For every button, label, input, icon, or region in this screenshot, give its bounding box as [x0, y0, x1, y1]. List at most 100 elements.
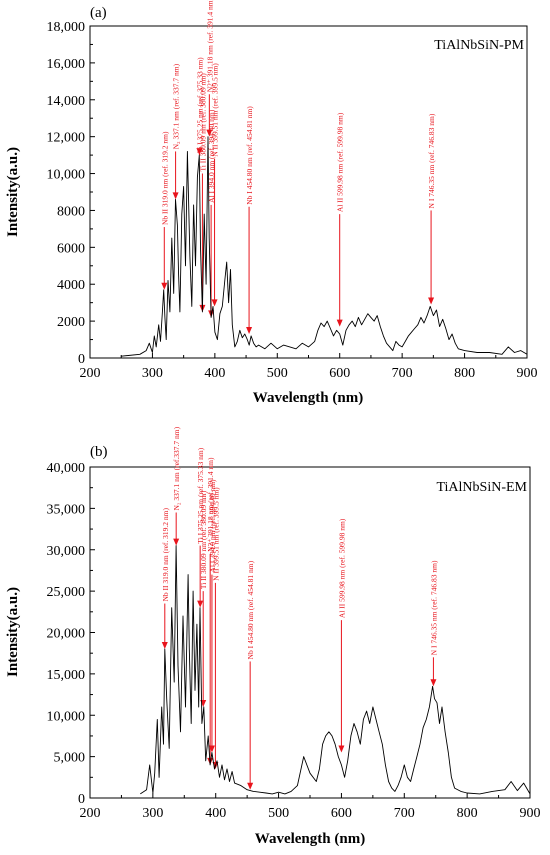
panel-a-y-tick-label: 16,000	[47, 57, 86, 72]
panel-a-y-tick-label: 0	[78, 352, 85, 367]
panel-a-y-tick-label: 6000	[57, 241, 85, 256]
panel-b-annotation-label: Nb II 319.0 nm (ref. 319.2 nm)	[161, 508, 170, 602]
panel-a-annotation: N2⁺ 391.18 nm (ref. 391.4 nm)	[205, 0, 214, 137]
panel-a-x-tick-label: 500	[267, 366, 288, 381]
panel-a-x-tick-label: 200	[80, 366, 101, 381]
panel-b-x-tick-label: 600	[331, 806, 352, 821]
panel-b-series	[140, 545, 531, 795]
panel-a-annotation-label: N II 399.51 nm (ref. 399.5 nm)	[211, 63, 220, 157]
panel-a-y-tick-label: 12,000	[47, 131, 86, 146]
panel-b-annotation: N I 746.35 nm (ref. 746.83 nm)	[429, 560, 438, 687]
panel-a-y-tick-label: 10,000	[47, 168, 86, 183]
panel-b-annotation: Al II 599.98 nm (ref. 599.98 nm)	[337, 518, 346, 753]
panel-a-spectrum-line	[121, 136, 528, 357]
panel-b-spectrum-line	[140, 545, 531, 795]
panel-b-y-tick-label: 25,000	[47, 585, 86, 600]
panel-a-y-tick-label: 14,000	[47, 94, 86, 109]
panel-b-annotation-arrowhead	[173, 538, 180, 546]
panel-a-annotation-arrowhead	[161, 282, 168, 290]
panel-b-annotation-label: Ti I 375.25 nm (ref. 375.33 nm)	[196, 447, 205, 543]
panel-a-annotation-arrowhead	[428, 297, 435, 305]
panel-a-title: TiAlNbSiN-PM	[434, 38, 524, 53]
panel-a-annotation-label: Nb I 454.80 nm (ref. 454.81 nm)	[245, 106, 254, 205]
panel-b-x-tick-label: 900	[520, 806, 541, 821]
panel-b-y-tick-label: 30,000	[47, 544, 86, 559]
panel-b-annotation-arrowhead	[197, 600, 204, 608]
panel-b-annotation-label: Ti II 380.09 nm (ref. 380.09 nm)	[199, 490, 208, 589]
panel-a-annotation-arrowhead	[211, 299, 218, 307]
panel-b-ylabel: Intensity(a.u.)	[5, 587, 21, 677]
panel-b-annotation-arrowhead	[430, 679, 437, 687]
panel-b-y-tick-label: 40,000	[47, 461, 86, 476]
panel-b-annotation-arrowhead	[338, 745, 345, 753]
panel-b-annotation: Nb II 319.0 nm (ref. 319.2 nm)	[161, 508, 170, 650]
panel-a-y-tick-label: 18,000	[47, 20, 86, 35]
panel-b-annotations: Nb II 319.0 nm (ref. 319.2 nm)N₂ 337.1 n…	[161, 426, 438, 790]
panel-b-x-tick-label: 200	[80, 806, 101, 821]
panel-b-annotation-label: N II 399.51 nm (ref. 399.5 nm)	[211, 487, 220, 581]
panel-a-annotation: N₂ 337.1 nm (ref. 337.7 nm)	[172, 63, 181, 200]
panel-a-series	[121, 136, 528, 357]
panel-a-annotation-arrowhead	[196, 148, 203, 156]
panel-a-annotation: N I 746.35 nm (ref. 746.83 nm)	[427, 113, 436, 305]
panel-b-y-tick-label: 20,000	[47, 627, 86, 642]
panel-a-annotation: Ti I 375.25 nm (ref. 375.33 nm)	[195, 57, 204, 156]
panel-a-x-tick-label: 400	[204, 366, 225, 381]
panel-a-ylabel: Intensity(a.u.)	[5, 147, 21, 237]
panel-a-annotation: Nb I 454.80 nm (ref. 454.81 nm)	[245, 106, 254, 335]
panel-a-xlabel: Wavelength (nm)	[253, 390, 363, 406]
panel-a-y-tick-label: 8000	[57, 204, 85, 219]
panel-b-annotation-label: Al II 599.98 nm (ref. 599.98 nm)	[337, 518, 346, 618]
panel-a-y-tick-label: 2000	[57, 315, 85, 330]
panel-b-annotation-arrowhead	[208, 745, 215, 753]
panel-a-annotation-label: N₂ 337.1 nm (ref. 337.7 nm)	[172, 63, 181, 149]
panel-a-annotation-arrowhead	[172, 192, 179, 200]
panel-b-annotation-label: N2⁺ 391.18 nm (ref. 391.4 nm)	[206, 457, 215, 552]
panel-a-annotation-arrowhead	[246, 327, 253, 335]
panel-b-annotation-label: N I 746.35 nm (ref. 746.83 nm)	[429, 560, 438, 655]
panel-b-axes: 200 300 400 500 600 700 800 900 0 5,000 10,000 15,0…	[47, 461, 541, 821]
panel-b-y-tick-label: 35,000	[47, 502, 86, 517]
panel-a-annotation-label: N2⁺ 391.18 nm (ref. 391.4 nm)	[205, 0, 214, 92]
panel-b-annotation: Ti I 375.25 nm (ref. 375.33 nm)	[196, 447, 205, 608]
panel-b-annotation: N II 399.51 nm (ref. 399.5 nm)	[211, 487, 220, 770]
panel-a-annotations: Nb II 319.0 nm (ref. 319.2 nm)N₂ 337.1 n…	[160, 0, 436, 335]
panel-b-annotation-label: N₂ 337.1 nm (ref.337.7 nm)	[172, 426, 181, 510]
panel-b-chart: (b) TiAlNbSiN-EM Intensity(a.u.) Wavelen…	[5, 426, 541, 847]
panel-a-label: (a)	[90, 5, 107, 21]
panel-b-x-tick-label: 300	[142, 806, 163, 821]
panel-b-label: (b)	[90, 444, 108, 460]
panel-a-chart: (a) TiAlNbSiN-PM Intensity(a.u.) Wavelen…	[5, 0, 538, 406]
panel-a-annotation-label: Ti I 375.25 nm (ref. 375.33 nm)	[195, 57, 204, 153]
panel-a-annotation-label: Al I 394.0 nm (ref. 394.40 nm)	[207, 109, 216, 203]
panel-b-x-tick-label: 400	[205, 806, 226, 821]
panel-b-annotation-arrowhead	[247, 782, 254, 790]
panel-a-annotation-label: Ti II 380.09 nm (ref. 380.09 nm)	[198, 73, 207, 172]
panel-b-x-tick-label: 500	[268, 806, 289, 821]
panel-b-y-tick-label: 15,000	[47, 668, 86, 683]
panel-b-y-tick-label: 5,000	[54, 751, 86, 766]
panel-a-annotation: Al II 599.98 nm (ref. 599.98 nm)	[336, 112, 345, 327]
panel-b-annotation: N₂ 337.1 nm (ref.337.7 nm)	[172, 426, 181, 546]
panel-a-annotation: N II 399.51 nm (ref. 399.5 nm)	[211, 63, 220, 307]
panel-b-title: TiAlNbSiN-EM	[436, 480, 527, 495]
panel-b-y-tick-label: 10,000	[47, 709, 86, 724]
panel-b-annotation-arrowhead	[161, 642, 168, 650]
panel-b-annotation-label: Al I 394.0 nm (ref. 394.40 nm)	[208, 479, 217, 573]
panel-a-annotation-label: Nb II 319.0 nm (ref. 319.2 nm)	[160, 131, 169, 225]
panel-a-plot-frame	[89, 25, 528, 359]
panel-a-annotation-arrowhead	[336, 319, 343, 327]
panel-a-y-tick-label: 4000	[57, 278, 85, 293]
panel-a-annotation: Nb II 319.0 nm (ref. 319.2 nm)	[160, 131, 169, 290]
panel-b-xlabel: Wavelength (nm)	[255, 831, 365, 847]
panel-b-annotation-label: Nb I 454.80 nm (ref. 454.81 nm)	[246, 560, 255, 659]
panel-a-annotation-label: N I 746.35 nm (ref. 746.83 nm)	[427, 113, 436, 208]
panel-b-x-tick-label: 800	[457, 806, 478, 821]
panel-b-annotation: Nb I 454.80 nm (ref. 454.81 nm)	[246, 560, 255, 790]
panel-b-annotation: Al I 394.0 nm (ref. 394.40 nm)	[208, 479, 217, 753]
panel-a-axes: 200 300 400 500 600 700 800 900 0 2000 4000 6000 800…	[47, 20, 538, 381]
panel-a-x-tick-label: 700	[392, 366, 413, 381]
panel-b-x-tick-label: 700	[394, 806, 415, 821]
panel-a-annotation-arrowhead	[206, 129, 213, 137]
